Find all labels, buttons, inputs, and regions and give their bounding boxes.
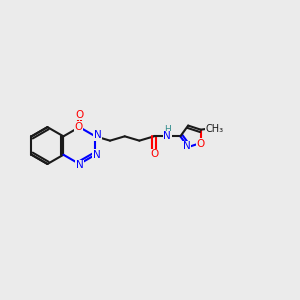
Text: N: N	[163, 131, 171, 141]
Text: CH₃: CH₃	[206, 124, 224, 134]
Text: N: N	[183, 142, 190, 152]
Text: N: N	[94, 130, 102, 140]
Text: N: N	[93, 150, 101, 160]
Text: O: O	[75, 110, 83, 120]
Text: O: O	[196, 139, 205, 148]
Text: N: N	[76, 160, 83, 170]
Text: O: O	[150, 149, 158, 160]
Text: H: H	[164, 125, 171, 134]
Text: O: O	[75, 122, 83, 131]
